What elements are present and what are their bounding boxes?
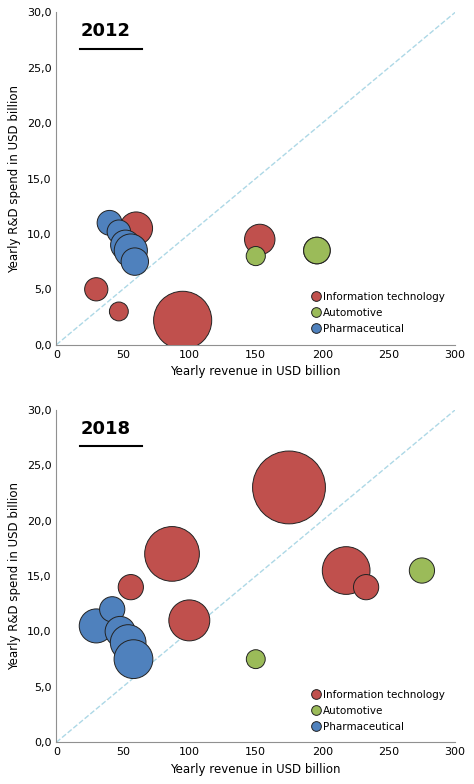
Point xyxy=(342,564,350,577)
Point xyxy=(362,581,370,593)
Point xyxy=(115,305,123,318)
Point xyxy=(185,614,193,626)
Point xyxy=(313,245,321,257)
Point xyxy=(127,245,135,257)
Point xyxy=(124,637,132,649)
Point xyxy=(130,653,137,666)
Point xyxy=(252,250,260,263)
Point xyxy=(168,548,176,561)
Point xyxy=(285,481,293,494)
Point xyxy=(92,283,100,296)
Point xyxy=(117,625,124,637)
Point xyxy=(313,245,321,257)
Point xyxy=(115,226,123,238)
Point xyxy=(122,238,129,251)
X-axis label: Yearly revenue in USD billion: Yearly revenue in USD billion xyxy=(171,365,341,378)
Point xyxy=(127,581,135,593)
Y-axis label: Yearly R&D spend in USD billion: Yearly R&D spend in USD billion xyxy=(9,85,21,273)
Point xyxy=(131,256,138,268)
Legend: Information technology, Automotive, Pharmaceutical: Information technology, Automotive, Phar… xyxy=(308,684,450,737)
Point xyxy=(418,564,426,577)
Text: 2018: 2018 xyxy=(80,420,130,437)
Point xyxy=(109,603,116,615)
Legend: Information technology, Automotive, Pharmaceutical: Information technology, Automotive, Phar… xyxy=(308,287,450,339)
Point xyxy=(92,619,100,632)
Point xyxy=(179,314,186,327)
Point xyxy=(106,216,113,229)
Text: 2012: 2012 xyxy=(80,22,130,40)
X-axis label: Yearly revenue in USD billion: Yearly revenue in USD billion xyxy=(171,763,341,775)
Point xyxy=(132,222,140,234)
Point xyxy=(252,653,260,666)
Point xyxy=(256,233,264,245)
Y-axis label: Yearly R&D spend in USD billion: Yearly R&D spend in USD billion xyxy=(9,482,21,670)
